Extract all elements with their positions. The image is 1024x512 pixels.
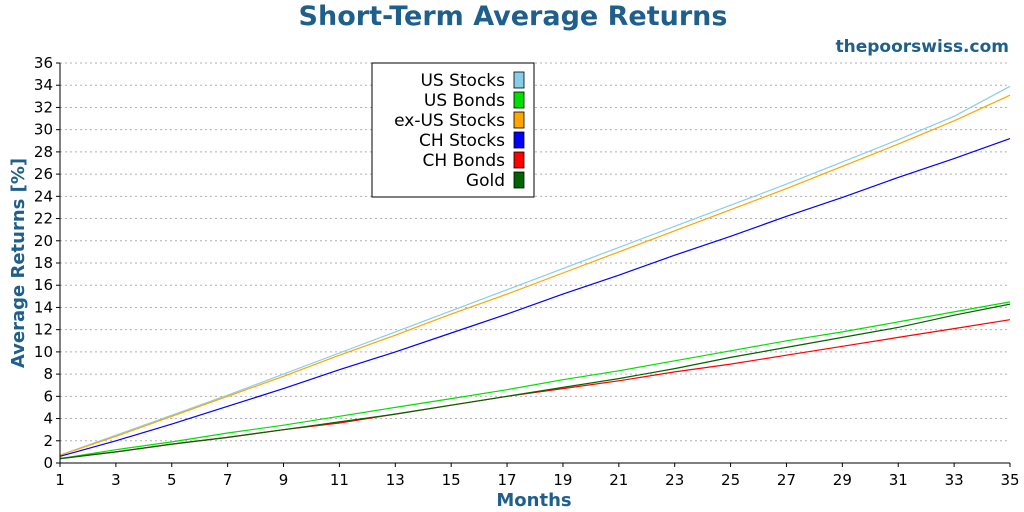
x-tick-label: 31 [889, 471, 908, 489]
x-tick-label: 5 [167, 471, 177, 489]
x-tick-label: 21 [609, 471, 628, 489]
x-axis-label: Months [496, 490, 571, 511]
watermark-text: thepoorswiss.com [836, 37, 1010, 57]
x-tick-label: 9 [279, 471, 289, 489]
x-tick-label: 29 [833, 471, 852, 489]
y-axis-label: Average Returns [%] [8, 158, 29, 368]
legend-swatch [513, 171, 525, 189]
series-line-ch-bonds [59, 319, 1011, 460]
legend-swatch [513, 151, 525, 169]
x-tick-label: 17 [498, 471, 517, 489]
x-tick-label: 7 [223, 471, 233, 489]
axes [56, 62, 1011, 467]
legend-label: CH Bonds [422, 151, 505, 171]
y-tick-label: 22 [34, 210, 53, 228]
x-tick-label: 19 [553, 471, 572, 489]
series-line-ch-stocks [59, 138, 1011, 457]
x-tick-label: 15 [442, 471, 461, 489]
legend-label: US Stocks [420, 71, 505, 91]
legend-label: Gold [466, 171, 505, 191]
x-tick-label: 27 [777, 471, 796, 489]
legend-label: ex-US Stocks [394, 111, 505, 131]
x-tick-label: 23 [665, 471, 684, 489]
legend-swatch [513, 111, 525, 129]
legend-swatch [513, 131, 525, 149]
y-tick-label: 24 [34, 187, 53, 205]
legend-swatch [513, 71, 525, 89]
y-tick-label: 26 [34, 165, 53, 183]
y-tick-label: 18 [34, 254, 53, 272]
legend-swatch [513, 91, 525, 109]
y-tick-label: 16 [34, 276, 53, 294]
series-line-us-stocks [59, 85, 1011, 456]
y-tick-label: 20 [34, 232, 53, 250]
series-line-ex-us-stocks [59, 94, 1011, 456]
y-tick-label: 6 [43, 387, 53, 405]
series-line-us-bonds [59, 301, 1011, 460]
y-tick-label: 4 [43, 410, 53, 428]
legend-box [371, 62, 535, 198]
y-tick-label: 36 [34, 54, 53, 72]
series-line-gold [59, 303, 1011, 460]
y-tick-label: 28 [34, 143, 53, 161]
y-tick-label: 34 [34, 76, 53, 94]
y-tick-label: 12 [34, 321, 53, 339]
y-tick-label: 32 [34, 98, 53, 116]
x-tick-label: 1 [55, 471, 65, 489]
y-tick-label: 0 [43, 454, 53, 472]
x-tick-label: 11 [330, 471, 349, 489]
y-tick-label: 30 [34, 121, 53, 139]
y-tick-label: 2 [43, 432, 53, 450]
chart-title: Short-Term Average Returns [299, 1, 728, 32]
grid-lines [60, 62, 1010, 442]
y-tick-label: 10 [34, 343, 53, 361]
x-tick-label: 35 [1000, 471, 1019, 489]
x-tick-label: 13 [386, 471, 405, 489]
x-tick-label: 25 [721, 471, 740, 489]
x-tick-label: 3 [111, 471, 121, 489]
legend-label: CH Stocks [419, 131, 505, 151]
y-tick-label: 8 [43, 365, 53, 383]
legend-label: US Bonds [424, 91, 505, 111]
y-tick-label: 14 [34, 298, 53, 316]
series-lines [59, 85, 1011, 460]
x-tick-label: 33 [945, 471, 964, 489]
